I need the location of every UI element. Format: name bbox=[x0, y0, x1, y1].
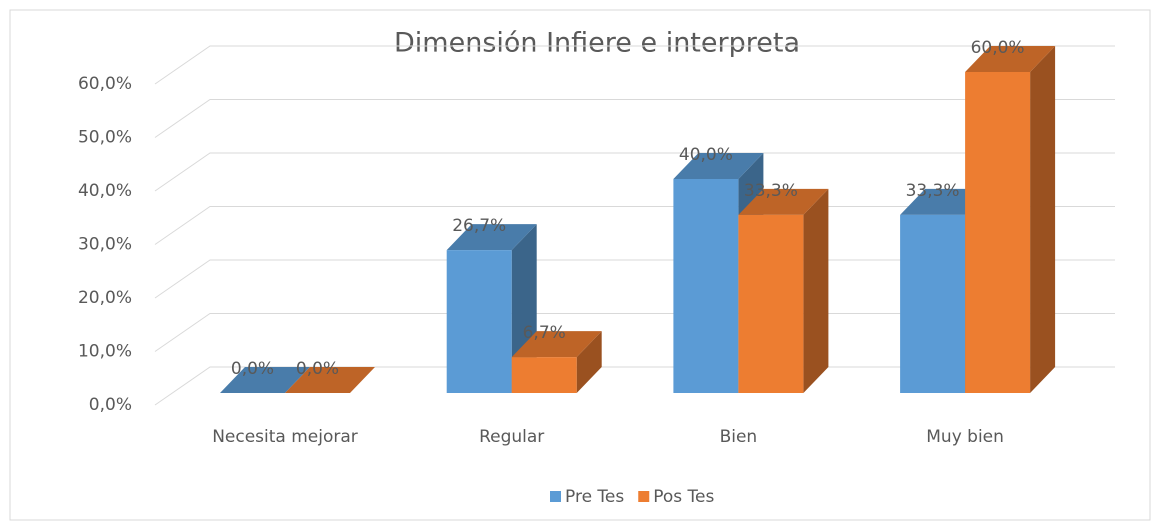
data-label: 60,0% bbox=[971, 38, 1025, 58]
grid-line bbox=[154, 152, 1115, 192]
bar-top bbox=[446, 224, 537, 251]
bar bbox=[285, 367, 375, 393]
bar-front bbox=[738, 214, 804, 393]
bar-front bbox=[965, 72, 1031, 393]
x-tick-label: Bien bbox=[720, 427, 758, 447]
x-tick-label: Muy bien bbox=[926, 427, 1004, 447]
bar-side bbox=[576, 331, 602, 393]
data-label: 40,0% bbox=[679, 145, 733, 165]
bar-top bbox=[738, 188, 829, 215]
grid-line bbox=[154, 99, 1115, 138]
bar bbox=[446, 224, 537, 393]
bar bbox=[511, 331, 602, 393]
x-tick-label: Necesita mejorar bbox=[212, 427, 358, 447]
y-tick-label: 0,0% bbox=[89, 395, 132, 415]
y-tick-label: 50,0% bbox=[78, 128, 132, 148]
bar bbox=[220, 367, 310, 393]
data-label: 33,3% bbox=[744, 181, 798, 201]
data-label: 6,7% bbox=[523, 323, 566, 343]
y-tick-label: 20,0% bbox=[78, 288, 132, 308]
bar-top bbox=[220, 367, 310, 393]
x-tick-label: Regular bbox=[479, 427, 544, 447]
chart-title: Dimensión Infiere e interpreta bbox=[394, 28, 800, 59]
bar-side bbox=[1030, 46, 1056, 393]
y-tick-label: 60,0% bbox=[78, 74, 132, 94]
bar-top bbox=[285, 367, 375, 393]
data-label: 0,0% bbox=[231, 359, 274, 379]
data-label: 0,0% bbox=[296, 359, 339, 379]
bar-top bbox=[511, 331, 602, 358]
legend-swatch bbox=[550, 491, 561, 502]
bar-top bbox=[965, 46, 1056, 72]
bar bbox=[738, 188, 829, 393]
bar-side bbox=[803, 188, 829, 393]
legend-label: Pre Tes bbox=[565, 487, 624, 507]
y-tick-label: 40,0% bbox=[78, 181, 132, 201]
bar-front bbox=[900, 214, 966, 393]
grid-line bbox=[154, 45, 1115, 85]
data-label: 33,3% bbox=[906, 181, 960, 201]
bar-top bbox=[673, 153, 764, 179]
y-tick-label: 30,0% bbox=[78, 235, 132, 255]
bar-front bbox=[446, 250, 512, 393]
y-tick-label: 10,0% bbox=[78, 342, 132, 362]
data-label: 26,7% bbox=[452, 216, 506, 236]
bar-front bbox=[511, 357, 577, 393]
bar bbox=[965, 46, 1056, 393]
bar-front bbox=[673, 179, 739, 393]
legend-swatch bbox=[638, 491, 650, 502]
legend-label: Pos Tes bbox=[653, 487, 714, 507]
